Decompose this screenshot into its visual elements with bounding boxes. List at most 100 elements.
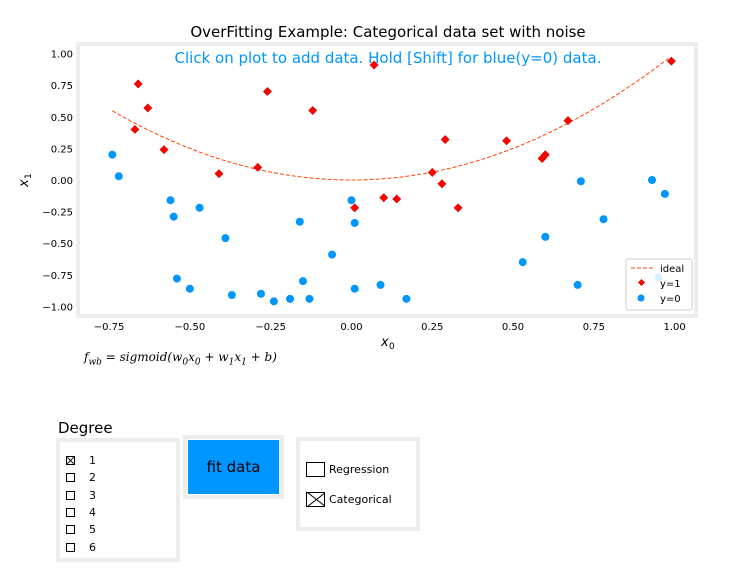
legend-y1-swatch <box>637 278 646 287</box>
y-axis-label: x 1 <box>17 173 34 188</box>
data-point-y1[interactable] <box>502 136 512 146</box>
data-point-y1[interactable] <box>453 203 463 213</box>
degree-option-label: 5 <box>89 523 96 537</box>
mode-option-regression[interactable]: Regression <box>306 462 389 477</box>
degree-checkbox[interactable] <box>66 456 75 465</box>
data-point-y0[interactable] <box>298 277 307 286</box>
axes[interactable]: −0.75 −0.50 −0.25 0.00 0.25 0.50 0.75 1.00 1.00 0… <box>42 50 685 333</box>
data-point-y0[interactable] <box>576 177 585 186</box>
data-point-y1[interactable] <box>214 169 224 179</box>
fit-data-button[interactable]: fit data <box>188 440 279 494</box>
y-tick-label: 0.25 <box>51 144 73 155</box>
data-point-y0[interactable] <box>305 294 314 303</box>
data-point-y0[interactable] <box>172 274 181 283</box>
data-point-y0[interactable] <box>108 150 117 159</box>
data-point-y1[interactable] <box>440 135 450 145</box>
y-tick-label: 0.00 <box>51 176 73 187</box>
data-point-y1[interactable] <box>143 103 153 113</box>
mode-panel: Regression Categorical <box>296 437 420 531</box>
degree-checkbox[interactable] <box>66 473 75 483</box>
degree-checkbox[interactable] <box>66 525 75 535</box>
data-point-y1[interactable] <box>392 194 402 204</box>
degree-checkbox[interactable] <box>66 542 75 552</box>
degree-option-1[interactable]: 1 <box>66 452 96 469</box>
mode-checkbox[interactable] <box>306 492 325 507</box>
data-point-y1[interactable] <box>369 60 379 70</box>
x-tick-label: 1.00 <box>663 322 685 333</box>
data-point-y0[interactable] <box>286 294 295 303</box>
degree-checkbox[interactable] <box>66 507 75 517</box>
mode-checkbox[interactable] <box>306 462 325 477</box>
model-formula: fwb = sigmoid(w0x0 + w1x1 + b) <box>84 350 277 368</box>
x-axis-label-main: x <box>380 335 389 350</box>
data-point-y1[interactable] <box>379 193 389 203</box>
degree-option-6[interactable]: 6 <box>66 539 96 556</box>
legend-label: y=0 <box>660 294 681 305</box>
legend-label: y=1 <box>660 279 681 290</box>
data-point-y1[interactable] <box>540 150 550 160</box>
data-point-y0[interactable] <box>660 189 669 198</box>
instruction-text: Click on plot to add data. Hold [Shift] … <box>175 49 602 67</box>
mode-option-label: Categorical <box>329 493 392 506</box>
data-point-y1[interactable] <box>130 124 140 134</box>
degree-option-label: 4 <box>89 505 96 519</box>
y-tick-label: 1.00 <box>51 50 73 61</box>
data-point-y0[interactable] <box>269 297 278 306</box>
mode-option-label: Regression <box>329 463 390 476</box>
degree-option-2[interactable]: 2 <box>66 469 96 486</box>
data-point-y0[interactable] <box>185 284 194 293</box>
degree-option-4[interactable]: 4 <box>66 504 96 521</box>
y-axis-label-sub: 1 <box>24 173 34 179</box>
x-tick-label: 0.25 <box>421 322 443 333</box>
data-point-y0[interactable] <box>169 212 178 221</box>
data-point-y0[interactable] <box>295 217 304 226</box>
y-tick-label: −1.00 <box>42 302 73 313</box>
x-tick-label: −0.75 <box>94 322 125 333</box>
data-point-y1[interactable] <box>159 145 169 155</box>
data-point-y1[interactable] <box>563 116 573 126</box>
x-tick-label: −0.25 <box>255 322 286 333</box>
data-point-y0[interactable] <box>541 232 550 241</box>
degree-title: Degree <box>58 419 113 437</box>
data-point-y0[interactable] <box>347 196 356 205</box>
data-point-y1[interactable] <box>253 162 263 172</box>
data-point-y0[interactable] <box>227 291 236 300</box>
ideal-curve <box>112 58 669 181</box>
degree-option-label: 2 <box>89 471 96 485</box>
data-point-y1[interactable] <box>666 56 676 66</box>
x-tick-label: 0.50 <box>502 322 524 333</box>
degree-option-5[interactable]: 5 <box>66 521 96 538</box>
degree-option-label: 1 <box>89 454 96 467</box>
data-point-y1[interactable] <box>350 203 360 213</box>
y-tick-label: −0.75 <box>42 271 73 282</box>
data-point-y0[interactable] <box>518 258 527 267</box>
x-tick-label: −0.50 <box>175 322 206 333</box>
data-point-y0[interactable] <box>376 280 385 289</box>
data-point-y0[interactable] <box>256 289 265 298</box>
data-point-y0[interactable] <box>328 250 337 259</box>
data-point-y0[interactable] <box>114 172 123 181</box>
data-point-y1[interactable] <box>427 167 437 177</box>
data-point-y0[interactable] <box>402 294 411 303</box>
data-point-y1[interactable] <box>437 179 447 189</box>
data-point-y0[interactable] <box>647 176 656 184</box>
data-point-y1[interactable] <box>308 105 318 115</box>
data-point-y0[interactable] <box>195 203 204 212</box>
data-point-y0[interactable] <box>166 196 175 205</box>
mode-option-categorical[interactable]: Categorical <box>306 492 392 507</box>
degree-option-3[interactable]: 3 <box>66 487 96 504</box>
y-tick-label: −0.25 <box>42 208 73 219</box>
chart-title: OverFitting Example: Categorical data se… <box>190 23 585 41</box>
degree-option-label: 3 <box>89 488 96 502</box>
x-axis-label: x 0 <box>380 335 395 352</box>
data-point-y1[interactable] <box>133 79 143 89</box>
data-point-y0[interactable] <box>599 215 608 224</box>
data-point-y0[interactable] <box>350 284 359 293</box>
data-point-y1[interactable] <box>262 86 272 97</box>
degree-checkbox[interactable] <box>66 490 75 500</box>
x-tick-label: 0.00 <box>340 322 362 333</box>
data-point-y0[interactable] <box>221 234 230 243</box>
data-point-y0[interactable] <box>573 280 582 289</box>
data-point-y0[interactable] <box>350 218 359 227</box>
